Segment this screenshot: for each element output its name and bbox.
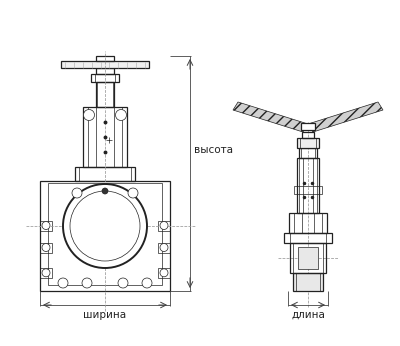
Bar bbox=[293, 273, 323, 291]
Bar bbox=[83, 107, 127, 167]
Bar bbox=[96, 56, 114, 61]
Polygon shape bbox=[308, 102, 383, 132]
Bar bbox=[158, 220, 170, 230]
Bar bbox=[290, 243, 326, 273]
Circle shape bbox=[102, 188, 108, 194]
Bar bbox=[290, 233, 326, 243]
Circle shape bbox=[58, 278, 68, 288]
Bar bbox=[75, 167, 135, 181]
Bar bbox=[289, 213, 327, 233]
Bar bbox=[300, 138, 316, 148]
Bar bbox=[297, 158, 319, 213]
Circle shape bbox=[118, 278, 128, 288]
Bar bbox=[79, 167, 131, 181]
Bar bbox=[96, 82, 114, 107]
Bar bbox=[284, 233, 332, 243]
Bar bbox=[299, 148, 317, 158]
Bar bbox=[297, 138, 319, 148]
Bar bbox=[294, 186, 322, 194]
Bar bbox=[61, 61, 149, 68]
Bar bbox=[302, 213, 314, 233]
Text: длина: длина bbox=[291, 310, 325, 320]
Circle shape bbox=[42, 269, 50, 277]
Polygon shape bbox=[233, 102, 308, 132]
Bar bbox=[158, 243, 170, 253]
Circle shape bbox=[42, 221, 50, 229]
Circle shape bbox=[160, 269, 168, 277]
Circle shape bbox=[42, 244, 50, 252]
Circle shape bbox=[84, 109, 94, 120]
Circle shape bbox=[142, 278, 152, 288]
Bar bbox=[303, 158, 313, 213]
Circle shape bbox=[160, 244, 168, 252]
Bar bbox=[40, 268, 52, 278]
Circle shape bbox=[72, 188, 82, 198]
Circle shape bbox=[63, 184, 147, 268]
Circle shape bbox=[160, 221, 168, 229]
Bar bbox=[88, 107, 122, 167]
Bar bbox=[158, 268, 170, 278]
Bar bbox=[294, 213, 322, 233]
Bar bbox=[301, 123, 315, 130]
Text: высота: высота bbox=[194, 145, 233, 155]
Text: ширина: ширина bbox=[84, 310, 126, 320]
Bar bbox=[40, 243, 52, 253]
Bar bbox=[299, 158, 317, 213]
Bar bbox=[97, 82, 113, 107]
Circle shape bbox=[116, 109, 126, 120]
Bar bbox=[96, 68, 114, 74]
Bar bbox=[95, 74, 115, 82]
Bar bbox=[91, 74, 119, 82]
Bar bbox=[302, 132, 314, 138]
Bar bbox=[293, 243, 323, 273]
Circle shape bbox=[82, 278, 92, 288]
Bar bbox=[301, 148, 315, 158]
Bar bbox=[298, 247, 318, 269]
Bar bbox=[40, 220, 52, 230]
Circle shape bbox=[128, 188, 138, 198]
Bar bbox=[296, 273, 320, 291]
Bar bbox=[48, 183, 162, 285]
Bar bbox=[40, 181, 170, 291]
Bar bbox=[96, 107, 114, 167]
